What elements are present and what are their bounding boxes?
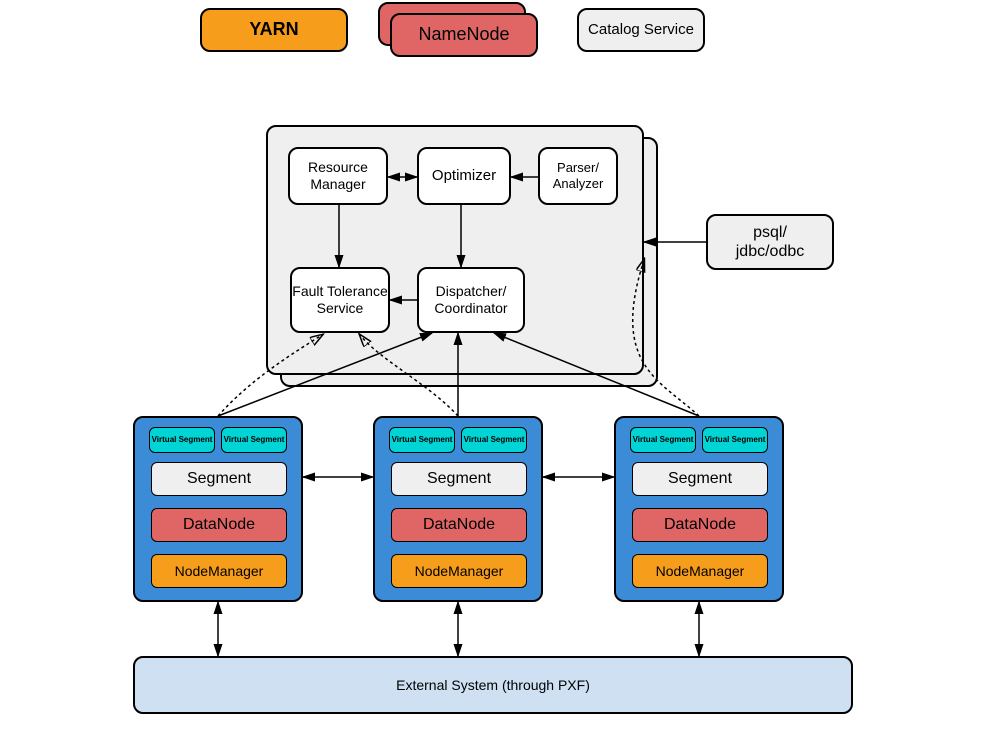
external-box: External System (through PXF) (133, 656, 853, 714)
datanode-box: DataNode (632, 508, 768, 542)
catalog-box: Catalog Service (577, 8, 705, 52)
namenode-box: NameNode (390, 13, 538, 57)
virtual-segment: Virtual Segment (461, 427, 527, 453)
fault-label: Fault Tolerance Service (292, 283, 388, 317)
parser-label: Parser/ Analyzer (553, 160, 604, 191)
cluster-0: Virtual SegmentVirtual Segment Segment Dat… (133, 416, 303, 602)
segment-box: Segment (632, 462, 768, 496)
external-label: External System (through PXF) (396, 677, 590, 694)
virtual-segment: Virtual Segment (149, 427, 215, 453)
virtual-segment: Virtual Segment (389, 427, 455, 453)
datanode-box: DataNode (151, 508, 287, 542)
yarn-box: YARN (200, 8, 348, 52)
psql-label: psql/ jdbc/odbc (736, 223, 805, 261)
nodemanager-box: NodeManager (632, 554, 768, 588)
segment-box: Segment (391, 462, 527, 496)
virtual-segment: Virtual Segment (221, 427, 287, 453)
cluster-1: Virtual SegmentVirtual Segment Segment Dat… (373, 416, 543, 602)
virtual-segment: Virtual Segment (702, 427, 768, 453)
dispatcher-label: Dispatcher/ Coordinator (434, 283, 507, 317)
dispatcher-box: Dispatcher/ Coordinator (417, 267, 525, 333)
resource-manager-label: Resource Manager (290, 159, 386, 193)
fault-box: Fault Tolerance Service (290, 267, 390, 333)
optimizer-label: Optimizer (432, 167, 496, 185)
datanode-box: DataNode (391, 508, 527, 542)
nodemanager-box: NodeManager (391, 554, 527, 588)
cluster-2: Virtual SegmentVirtual Segment Segment Dat… (614, 416, 784, 602)
nodemanager-box: NodeManager (151, 554, 287, 588)
virtual-segment: Virtual Segment (630, 427, 696, 453)
psql-box: psql/ jdbc/odbc (706, 214, 834, 270)
segment-box: Segment (151, 462, 287, 496)
resource-manager-box: Resource Manager (288, 147, 388, 205)
parser-box: Parser/ Analyzer (538, 147, 618, 205)
optimizer-box: Optimizer (417, 147, 511, 205)
